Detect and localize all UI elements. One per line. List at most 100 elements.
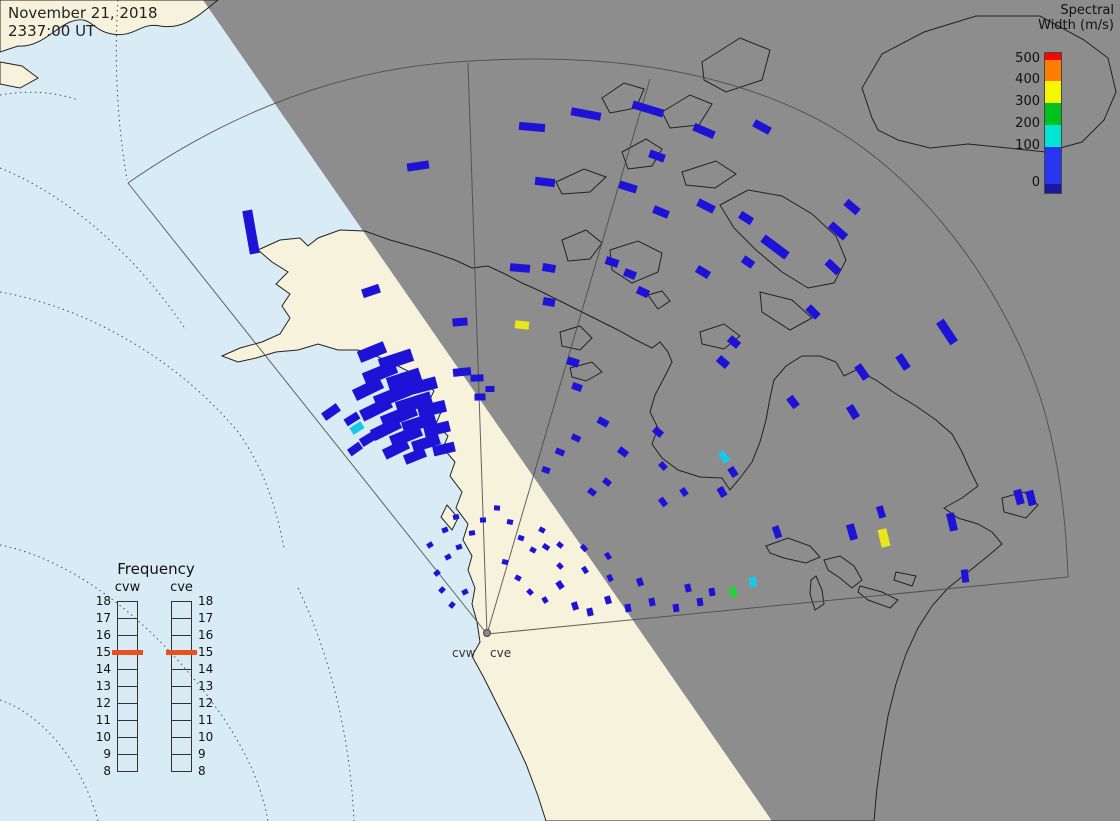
radar-label-cve: cve (490, 646, 512, 660)
data-tile (349, 421, 365, 435)
data-tile (635, 285, 651, 299)
data-tile (624, 603, 632, 613)
data-tile (570, 433, 582, 443)
data-tile (452, 513, 460, 521)
colorbar-segment (1045, 125, 1061, 147)
data-tile (692, 122, 716, 140)
data-tile (438, 586, 446, 594)
data-tile (960, 569, 970, 583)
data-tile (452, 317, 468, 327)
colorbar-tick-label: 100 (1015, 138, 1040, 153)
colorbar-segment (1045, 147, 1061, 184)
data-tile (728, 586, 738, 598)
colorbar-segment (1045, 53, 1061, 60)
spectral-width-tiles (242, 100, 1037, 617)
data-tile (895, 353, 911, 371)
frequency-ladder-box (171, 737, 192, 755)
frequency-tick-label: 10 (198, 730, 214, 744)
data-tile (845, 403, 861, 421)
data-tile (432, 441, 456, 457)
frequency-column-label: cve (170, 580, 193, 595)
frequency-tick-label: 17 (95, 611, 111, 625)
frequency-ladder-box (171, 686, 192, 704)
data-tile (381, 438, 411, 460)
data-tile (587, 487, 597, 497)
frequency-legend-title: Frequency (117, 560, 195, 578)
frequency-tick-label: 13 (198, 679, 214, 693)
data-tile (452, 367, 472, 377)
data-tile (679, 487, 689, 497)
data-tile (541, 262, 557, 274)
data-tile (672, 603, 680, 613)
data-tile (461, 588, 469, 596)
data-tile (556, 541, 564, 549)
data-tile (657, 496, 669, 508)
frequency-ladder-box (117, 703, 138, 721)
data-tile (652, 205, 670, 219)
data-tile (602, 477, 612, 487)
data-tile (402, 447, 428, 465)
frequency-ladder-box (117, 720, 138, 738)
data-tile (534, 176, 556, 188)
colorbar-tick-label: 300 (1015, 94, 1040, 109)
frequency-tick-label: 13 (95, 679, 111, 693)
colorbar-title-line1: Spectral (1060, 3, 1114, 18)
colorbar-tick-label: 200 (1015, 116, 1040, 131)
data-tile (651, 426, 665, 438)
frequency-tick-label: 12 (95, 696, 111, 710)
data-tile (786, 394, 800, 410)
data-tile (727, 465, 739, 479)
frequency-ladder-box (171, 720, 192, 738)
frequency-column-label: cvw (114, 580, 141, 595)
data-tile (321, 403, 341, 421)
data-tile (845, 523, 859, 541)
colorbar-title: Spectral Width (m/s) (1038, 3, 1114, 33)
data-tile (737, 210, 755, 226)
colorbar-tick-label: 400 (1015, 72, 1040, 87)
frequency-tick-label: 11 (198, 713, 214, 727)
data-tile (716, 485, 728, 499)
frequency-ladder-box (117, 754, 138, 772)
data-tile (760, 234, 790, 260)
data-tile (771, 525, 783, 539)
data-tile (579, 543, 589, 553)
data-tile (604, 256, 620, 268)
radar-site-dot (483, 629, 491, 637)
frequency-tick-label: 8 (198, 764, 206, 778)
data-tile (556, 562, 564, 570)
frequency-active-marker (166, 650, 197, 655)
frequency-ladder-box (117, 618, 138, 636)
data-tile (493, 505, 501, 511)
frequency-tick-label: 16 (95, 628, 111, 642)
data-tile (631, 100, 665, 118)
data-tile (426, 541, 434, 549)
data-tile (358, 396, 394, 422)
radar-label-cvw: cvw (452, 646, 476, 660)
frequency-tick-label: 9 (103, 747, 111, 761)
data-tile (618, 180, 638, 194)
data-tile (351, 377, 385, 401)
data-tile (843, 198, 861, 216)
data-tile (554, 447, 566, 457)
colorbar-title-line2: Width (m/s) (1038, 18, 1114, 33)
frequency-active-marker (112, 650, 143, 655)
data-tile (570, 601, 580, 611)
data-tile (538, 526, 546, 534)
data-tile (875, 505, 887, 519)
frequency-ladder-box (171, 754, 192, 772)
data-tile (423, 420, 451, 438)
data-tile (827, 221, 849, 241)
data-tile (622, 268, 638, 280)
timestamp-block: November 21, 2018 2337:00 UT (8, 4, 158, 40)
data-tile (448, 601, 456, 609)
data-tile (441, 526, 449, 534)
data-tile (385, 367, 423, 391)
data-tile (586, 607, 594, 617)
data-tile (541, 596, 549, 604)
data-tile (877, 528, 891, 548)
data-tile (748, 576, 758, 588)
colorbar-tick-label: 0 (1031, 175, 1040, 190)
data-tile (696, 198, 716, 214)
